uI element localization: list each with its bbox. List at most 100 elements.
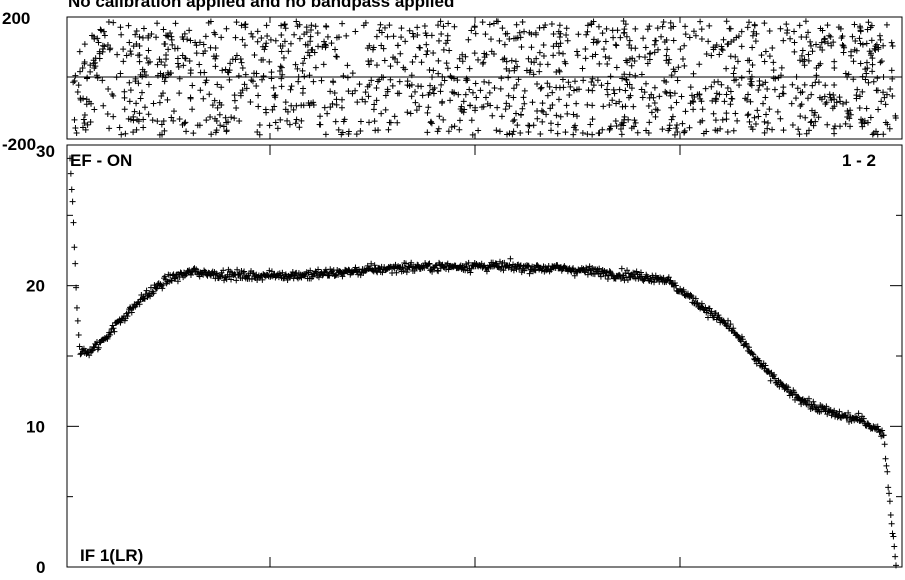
top-data-point [848, 48, 855, 55]
top-data-point [570, 131, 577, 138]
top-data-point [553, 112, 560, 119]
top-data-point [133, 27, 140, 34]
top-data-point [88, 100, 95, 107]
top-data-point [651, 99, 658, 106]
top-data-point [117, 24, 124, 31]
main-data-point [857, 417, 864, 424]
main-data-point [160, 281, 167, 288]
top-data-point [702, 85, 709, 92]
top-data-point [609, 97, 616, 104]
main-data-point [128, 309, 135, 316]
top-data-point [710, 110, 717, 117]
top-data-point [390, 54, 397, 61]
main-data-point [323, 269, 330, 276]
top-data-point [648, 109, 655, 116]
top-data-point [764, 85, 771, 92]
top-data-point [437, 88, 444, 95]
top-data-point [616, 86, 623, 93]
top-data-point [498, 113, 505, 120]
top-data-point [883, 91, 890, 98]
top-data-point [705, 38, 712, 45]
top-data-point [496, 37, 503, 44]
top-data-point [665, 127, 672, 134]
main-data-point [173, 272, 180, 279]
top-data-point [475, 56, 482, 63]
top-data-point [271, 103, 278, 110]
main-data-point [749, 350, 756, 357]
top-data-point [587, 121, 594, 128]
top-data-point [486, 89, 493, 96]
top-data-point [801, 56, 808, 63]
top-data-point [328, 40, 335, 47]
top-data-point [270, 84, 277, 91]
top-data-point [761, 20, 768, 27]
top-data-point [254, 128, 261, 135]
top-data-point [682, 31, 689, 38]
top-data-point [307, 38, 314, 45]
top-data-point [681, 42, 688, 49]
top-data-point [589, 131, 596, 138]
top-data-point [446, 47, 453, 54]
top-data-point [810, 122, 817, 129]
main-data-point [220, 267, 227, 274]
top-data-point [614, 27, 621, 34]
top-data-point [791, 28, 798, 35]
main-data-point [534, 262, 541, 269]
main-data-point [500, 267, 507, 274]
main-data-point [411, 267, 418, 274]
top-data-point [764, 125, 771, 132]
top-data-point [335, 126, 342, 133]
top-data-point [745, 91, 752, 98]
main-data-point [313, 269, 320, 276]
top-data-point [583, 31, 590, 38]
top-data-point [839, 100, 846, 107]
top-data-point [642, 44, 649, 51]
top-data-point [621, 29, 628, 36]
top-data-point [120, 46, 127, 53]
top-data-point [430, 67, 437, 74]
top-data-point [775, 74, 782, 81]
top-data-point [469, 89, 476, 96]
top-data-point [548, 120, 555, 127]
top-data-point [553, 84, 560, 91]
top-data-point [749, 32, 756, 39]
top-data-point [373, 97, 380, 104]
top-data-point [847, 107, 854, 114]
top-data-point [857, 40, 864, 47]
top-data-point [227, 60, 234, 67]
top-data-point [362, 89, 369, 96]
top-data-point [617, 34, 624, 41]
top-data-point [589, 87, 596, 94]
top-data-point [87, 118, 94, 125]
top-data-point [126, 79, 133, 86]
top-data-point [872, 43, 879, 50]
main-data-point [698, 300, 705, 307]
main-data-point [860, 415, 867, 422]
top-data-point [368, 57, 375, 64]
top-data-point [316, 121, 323, 128]
top-data-point [397, 50, 404, 57]
top-data-point [312, 23, 319, 30]
top-data-point [459, 58, 466, 65]
top-data-point [788, 100, 795, 107]
top-data-point [487, 36, 494, 43]
top-data-point [189, 82, 196, 89]
main-data-point [403, 269, 410, 276]
top-data-point [777, 115, 784, 122]
top-data-point [499, 25, 506, 32]
top-data-point [808, 118, 815, 125]
top-data-point [435, 125, 442, 132]
top-data-point [333, 34, 340, 41]
main-data-point [337, 269, 344, 276]
top-data-point [332, 118, 339, 125]
top-data-point [634, 129, 641, 136]
top-data-point [713, 96, 720, 103]
top-data-point [706, 22, 713, 29]
top-data-point [322, 44, 329, 51]
top-data-point [652, 37, 659, 44]
top-data-point [856, 35, 863, 42]
top-data-point [278, 83, 285, 90]
main-data-point [731, 329, 738, 336]
top-data-point [194, 122, 201, 129]
